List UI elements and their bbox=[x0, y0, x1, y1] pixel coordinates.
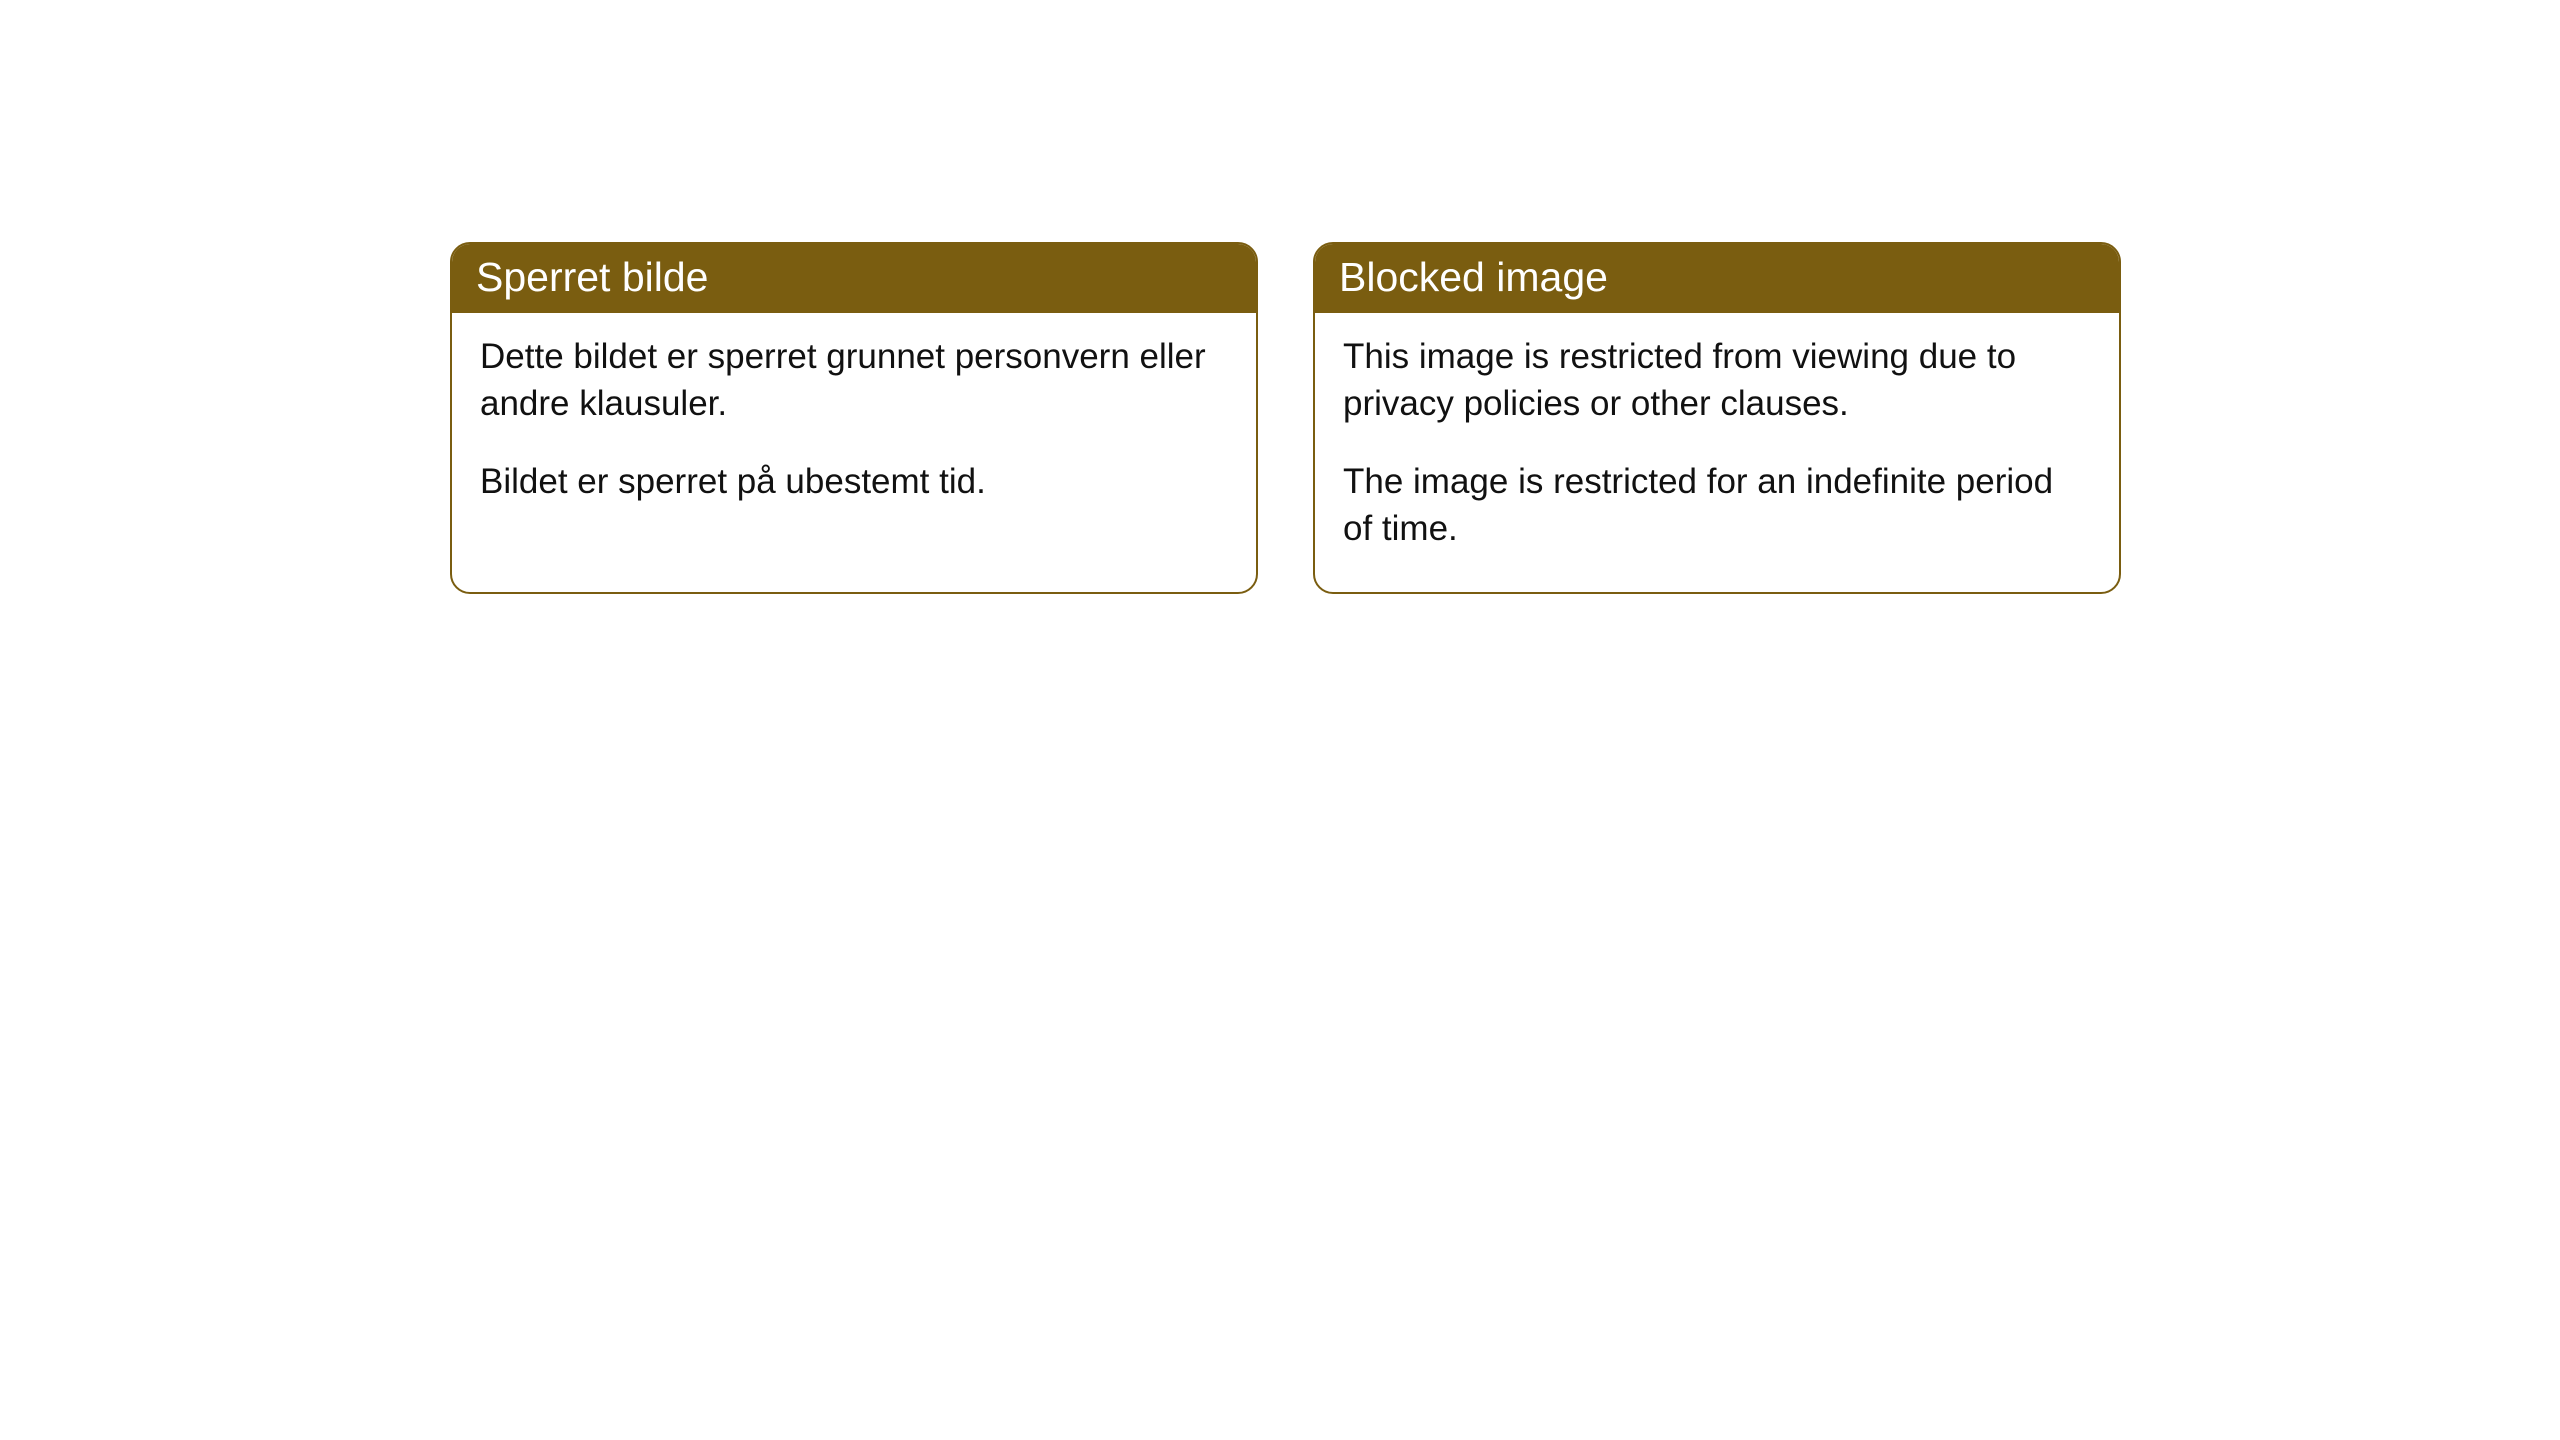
card-body: This image is restricted from viewing du… bbox=[1315, 313, 2119, 592]
card-paragraph: This image is restricted from viewing du… bbox=[1343, 333, 2091, 428]
card-paragraph: Dette bildet er sperret grunnet personve… bbox=[480, 333, 1228, 428]
notice-card-english: Blocked image This image is restricted f… bbox=[1313, 242, 2121, 594]
card-header: Blocked image bbox=[1315, 244, 2119, 313]
notice-cards-container: Sperret bilde Dette bildet er sperret gr… bbox=[450, 242, 2121, 594]
card-body: Dette bildet er sperret grunnet personve… bbox=[452, 313, 1256, 545]
card-paragraph: The image is restricted for an indefinit… bbox=[1343, 458, 2091, 553]
card-header: Sperret bilde bbox=[452, 244, 1256, 313]
notice-card-norwegian: Sperret bilde Dette bildet er sperret gr… bbox=[450, 242, 1258, 594]
card-paragraph: Bildet er sperret på ubestemt tid. bbox=[480, 458, 1228, 505]
